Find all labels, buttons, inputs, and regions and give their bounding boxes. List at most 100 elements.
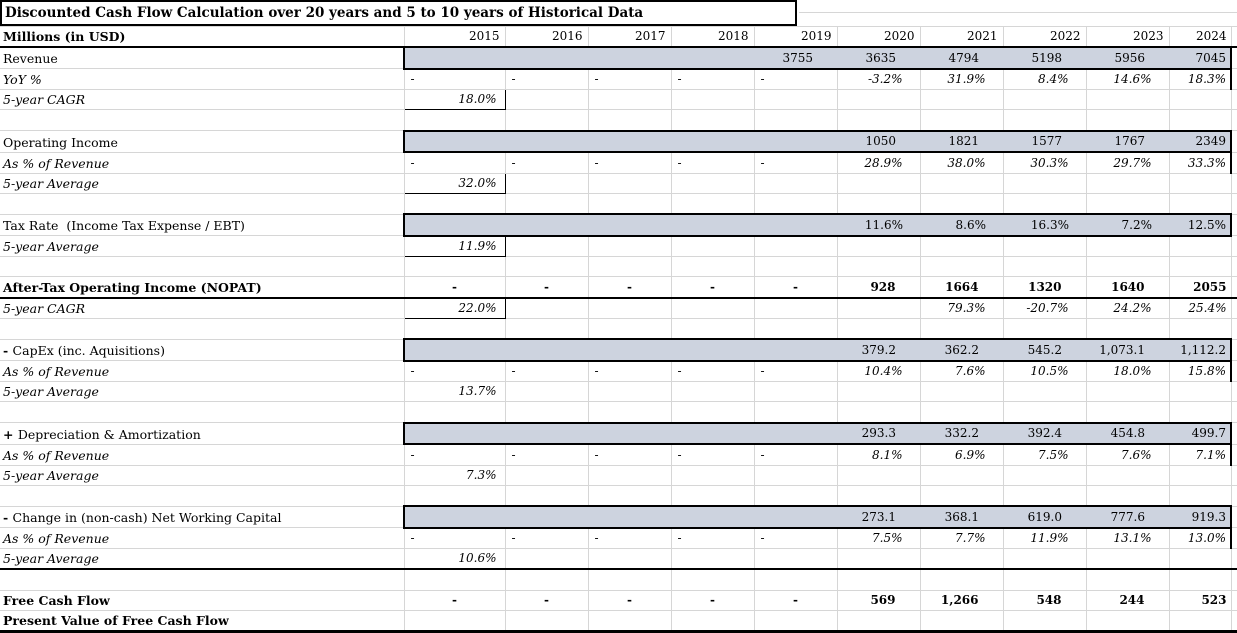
cell-operating-income-avg-2022[interactable] <box>1003 173 1087 194</box>
cell-depreciation-amortization-2015[interactable] <box>403 421 505 446</box>
cell-spacer-2-2020[interactable] <box>837 193 921 215</box>
row-label-spacer-4[interactable] <box>0 318 405 340</box>
cell-spacer-5-2021[interactable] <box>920 401 1004 424</box>
cell-nwc-change-2017[interactable] <box>588 505 671 529</box>
cell-depreciation-pct-2022[interactable]: 7.5% <box>1003 444 1087 466</box>
cell-depreciation-amortization-2020[interactable]: 293.3 <box>837 421 920 446</box>
cell-operating-income-pct-2023[interactable]: 29.7% <box>1086 152 1170 174</box>
cell-spacer-1-2015[interactable] <box>404 109 506 132</box>
cell-capex-pct-2017[interactable]: - <box>588 360 672 383</box>
cell-spacer-2-2016[interactable] <box>505 193 589 215</box>
cell-spacer-7-2023[interactable] <box>1086 569 1170 591</box>
cell-spacer-3-2017[interactable] <box>588 256 672 278</box>
row-label-tax-rate-avg[interactable]: 5-year Average <box>0 235 405 257</box>
cell-spacer-6-2021[interactable] <box>920 485 1004 507</box>
cell-spacer-2-2017[interactable] <box>588 193 672 215</box>
cell-free-cash-flow-2023[interactable]: 244 <box>1086 590 1170 612</box>
cell-capex-2018[interactable] <box>671 338 754 362</box>
row-label-spacer-7[interactable] <box>0 569 405 591</box>
cell-spacer-4-2021[interactable] <box>920 318 1004 340</box>
cell-free-cash-flow-2022[interactable]: 548 <box>1003 590 1087 612</box>
cell-spacer-4-2019[interactable] <box>754 318 838 340</box>
cell-capex-avg-2017[interactable] <box>588 381 672 403</box>
cell-spacer-7-2021[interactable] <box>920 569 1004 591</box>
cell-depreciation-pct-2015[interactable]: - <box>404 444 506 466</box>
cell-spacer-5-2022[interactable] <box>1003 401 1087 424</box>
cell-capex-2021[interactable]: 362.2 <box>920 338 1003 362</box>
cell-spacer-7-2015[interactable] <box>404 569 506 591</box>
cell-spacer-3-2015[interactable] <box>404 256 506 278</box>
cell-nwc-change-2021[interactable]: 368.1 <box>920 505 1003 529</box>
cell-nopat-cagr-2024[interactable]: 25.4% <box>1169 297 1232 320</box>
cell-revenue-yoy-2015[interactable]: - <box>404 68 506 91</box>
cell-capex-2016[interactable] <box>505 338 588 362</box>
cell-operating-income-pct-2016[interactable]: - <box>505 152 589 174</box>
cell-revenue-yoy-2020[interactable]: -3.2% <box>837 68 921 91</box>
cell-spacer-6-2023[interactable] <box>1086 485 1170 507</box>
cell-capex-avg-2016[interactable] <box>505 381 589 403</box>
row-label-depreciation-amortization[interactable]: + Depreciation & Amortization <box>0 422 405 445</box>
cell-spacer-7-2022[interactable] <box>1003 569 1087 591</box>
cell-capex-avg-2022[interactable] <box>1003 381 1087 403</box>
cell-nopat-2020[interactable]: 928 <box>837 276 921 299</box>
cell-capex-avg-2019[interactable] <box>754 381 838 403</box>
cell-pv-free-cash-flow-2020[interactable] <box>837 610 921 633</box>
cell-operating-income-2021[interactable]: 1821 <box>920 129 1003 154</box>
cell-operating-income-2020[interactable]: 1050 <box>837 129 920 154</box>
cell-tax-rate-avg-2015[interactable]: 11.9% <box>403 235 506 257</box>
cell-spacer-3-2019[interactable] <box>754 256 838 278</box>
cell-capex-avg-2023[interactable] <box>1086 381 1170 403</box>
cell-operating-income-2015[interactable] <box>403 129 505 154</box>
cell-capex-pct-2024[interactable]: 15.8% <box>1169 360 1232 383</box>
cell-nopat-2021[interactable]: 1664 <box>920 276 1004 299</box>
cell-revenue-cagr-2023[interactable] <box>1086 89 1170 111</box>
cell-tax-rate-avg-2016[interactable] <box>505 235 589 257</box>
cell-revenue-cagr-2018[interactable] <box>671 89 755 111</box>
cell-spacer-3-2020[interactable] <box>837 256 921 278</box>
cell-depreciation-avg-2024[interactable] <box>1169 465 1232 486</box>
cell-spacer-1-2021[interactable] <box>920 109 1004 132</box>
cell-free-cash-flow-2017[interactable]: - <box>588 590 672 612</box>
cell-nwc-pct-2018[interactable]: - <box>671 527 755 549</box>
cell-capex-pct-2018[interactable]: - <box>671 360 755 383</box>
cell-revenue-2024[interactable]: 7045 <box>1169 46 1232 70</box>
cell-nwc-change-2020[interactable]: 273.1 <box>837 505 920 529</box>
year-header-2020[interactable]: 2020 <box>837 26 921 49</box>
cell-nwc-change-2024[interactable]: 919.3 <box>1169 505 1232 529</box>
cell-spacer-6-2018[interactable] <box>671 485 755 507</box>
cell-operating-income-pct-2015[interactable]: - <box>404 152 506 174</box>
cell-nwc-avg-2021[interactable] <box>920 548 1004 571</box>
cell-pv-free-cash-flow-2016[interactable] <box>505 610 589 633</box>
cell-depreciation-amortization-2023[interactable]: 454.8 <box>1086 421 1169 446</box>
cell-nwc-pct-2024[interactable]: 13.0% <box>1169 527 1232 549</box>
cell-spacer-1-2016[interactable] <box>505 109 589 132</box>
row-label-depreciation-pct[interactable]: As % of Revenue <box>0 444 405 466</box>
cell-nwc-avg-2019[interactable] <box>754 548 838 571</box>
cell-nwc-change-2019[interactable] <box>754 505 837 529</box>
cell-operating-income-pct-2019[interactable]: - <box>754 152 838 174</box>
cell-spacer-5-2018[interactable] <box>671 401 755 424</box>
cell-spacer-1-2019[interactable] <box>754 109 838 132</box>
cell-tax-rate-2023[interactable]: 7.2% <box>1086 213 1169 237</box>
cell-nopat-2024[interactable]: 2055 <box>1169 276 1232 299</box>
cell-revenue-2019[interactable]: 3755 <box>754 46 837 70</box>
cell-spacer-3-2024[interactable] <box>1169 256 1232 278</box>
cell-nwc-pct-2023[interactable]: 13.1% <box>1086 527 1170 549</box>
cell-free-cash-flow-2019[interactable]: - <box>754 590 838 612</box>
cell-nwc-avg-2017[interactable] <box>588 548 672 571</box>
cell-nwc-pct-2022[interactable]: 11.9% <box>1003 527 1087 549</box>
cell-operating-income-avg-2018[interactable] <box>671 173 755 194</box>
cell-nopat-cagr-2020[interactable] <box>837 297 921 320</box>
cell-depreciation-pct-2024[interactable]: 7.1% <box>1169 444 1232 466</box>
year-header-2015[interactable]: 2015 <box>404 26 506 49</box>
cell-depreciation-avg-2015[interactable]: 7.3% <box>404 465 506 486</box>
row-label-revenue[interactable]: Revenue <box>0 47 405 70</box>
cell-nopat-cagr-2021[interactable]: 79.3% <box>920 297 1004 320</box>
cell-depreciation-amortization-2019[interactable] <box>754 421 837 446</box>
year-header-2016[interactable]: 2016 <box>505 26 589 49</box>
cell-pv-free-cash-flow-2017[interactable] <box>588 610 672 633</box>
cell-nopat-cagr-2017[interactable] <box>588 297 672 320</box>
cell-operating-income-avg-2021[interactable] <box>920 173 1004 194</box>
row-label-revenue-cagr[interactable]: 5-year CAGR <box>0 89 405 111</box>
cell-capex-2023[interactable]: 1,073.1 <box>1086 338 1169 362</box>
